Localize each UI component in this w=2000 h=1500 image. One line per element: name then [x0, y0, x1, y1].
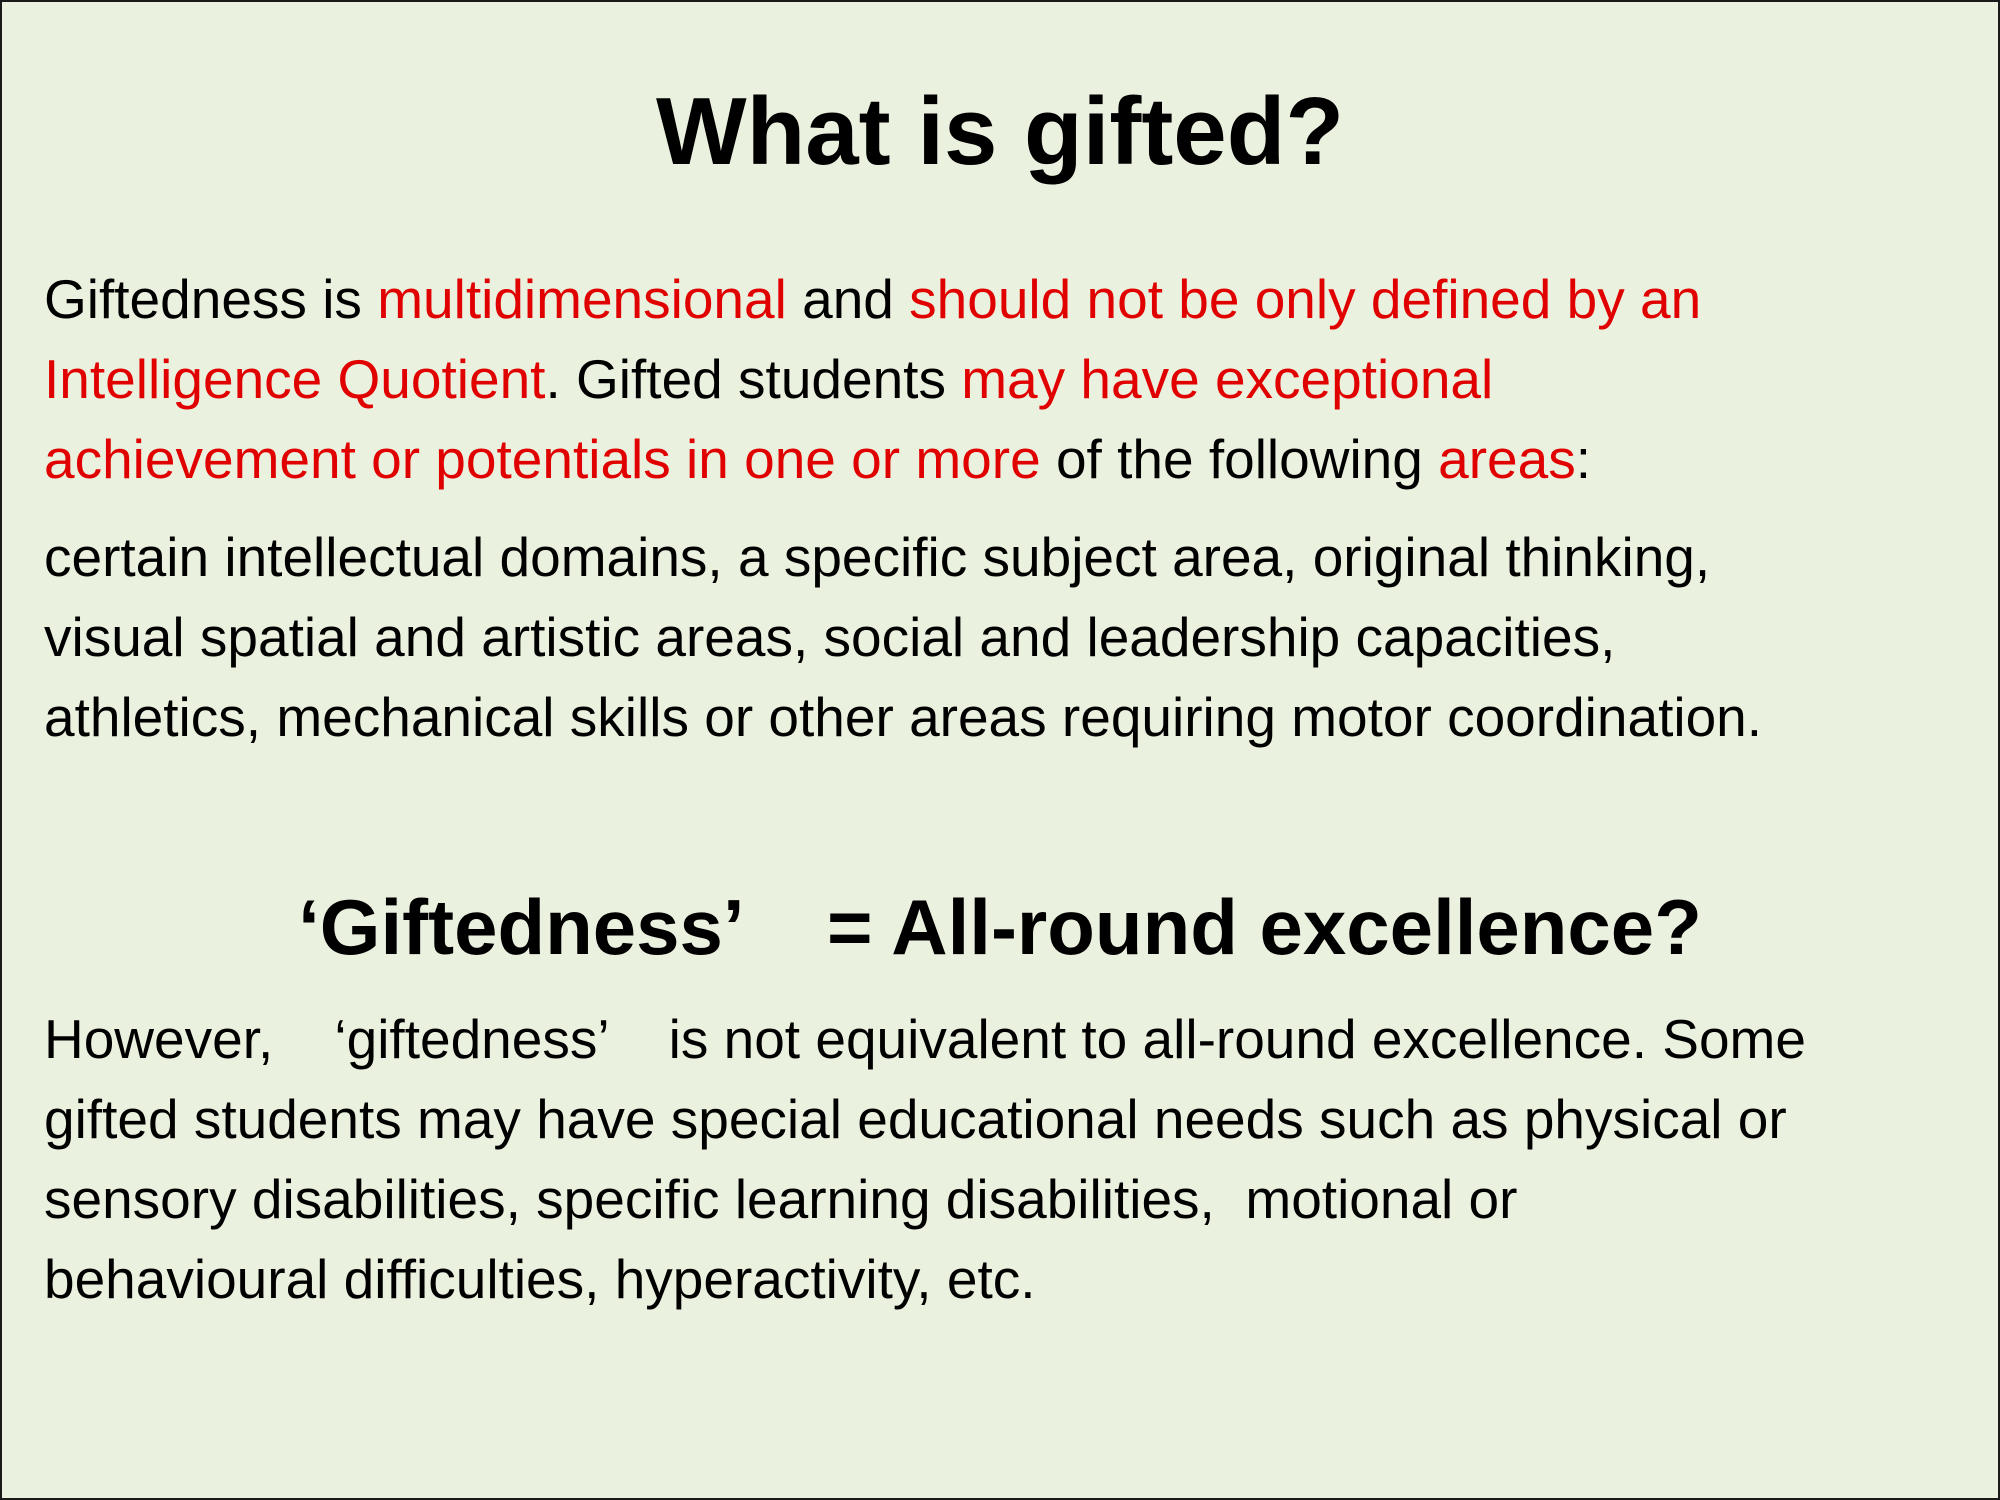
emphasis-text: areas — [1438, 428, 1576, 490]
subheading: ‘Giftedness’ = All-round excellence? — [298, 883, 1702, 971]
intro-text: Giftedness is — [44, 268, 378, 330]
intro-text: and — [786, 268, 910, 330]
intro-line-2: Intelligence Quotient. Gifted students m… — [44, 339, 1994, 419]
however-line: gifted students may have special educati… — [44, 1088, 1787, 1150]
areas-paragraph: certain intellectual domains, a specific… — [44, 517, 1994, 757]
slide-title: What is gifted? — [656, 78, 1344, 185]
intro-text: of the following — [1040, 428, 1439, 490]
intro-line-1: Giftedness is multidimensional and shoul… — [44, 259, 1994, 339]
areas-line: certain intellectual domains, a specific… — [44, 526, 1711, 588]
however-line: behavioural difficulties, hyperactivity,… — [44, 1248, 1036, 1310]
intro-line-3: achievement or potentials in one or more… — [44, 419, 1994, 499]
areas-line: athletics, mechanical skills or other ar… — [44, 686, 1763, 748]
intro-text: : — [1575, 428, 1592, 490]
however-paragraph: However, ‘giftedness’ is not equivalent … — [44, 999, 1994, 1319]
intro-paragraph: Giftedness is multidimensional and shoul… — [44, 259, 1994, 499]
emphasis-text: should not be only defined by an — [909, 268, 1702, 330]
however-line: However, ‘giftedness’ is not equivalent … — [44, 1008, 1806, 1070]
emphasis-text: achievement or potentials in one or more — [44, 428, 1041, 490]
however-line: sensory disabilities, specific learning … — [44, 1168, 1518, 1230]
emphasis-text: may have exceptional — [961, 348, 1494, 410]
intro-text: . Gifted students — [545, 348, 962, 410]
emphasis-text: multidimensional — [377, 268, 787, 330]
areas-line: visual spatial and artistic areas, socia… — [44, 606, 1616, 668]
emphasis-text: Intelligence Quotient — [44, 348, 546, 410]
